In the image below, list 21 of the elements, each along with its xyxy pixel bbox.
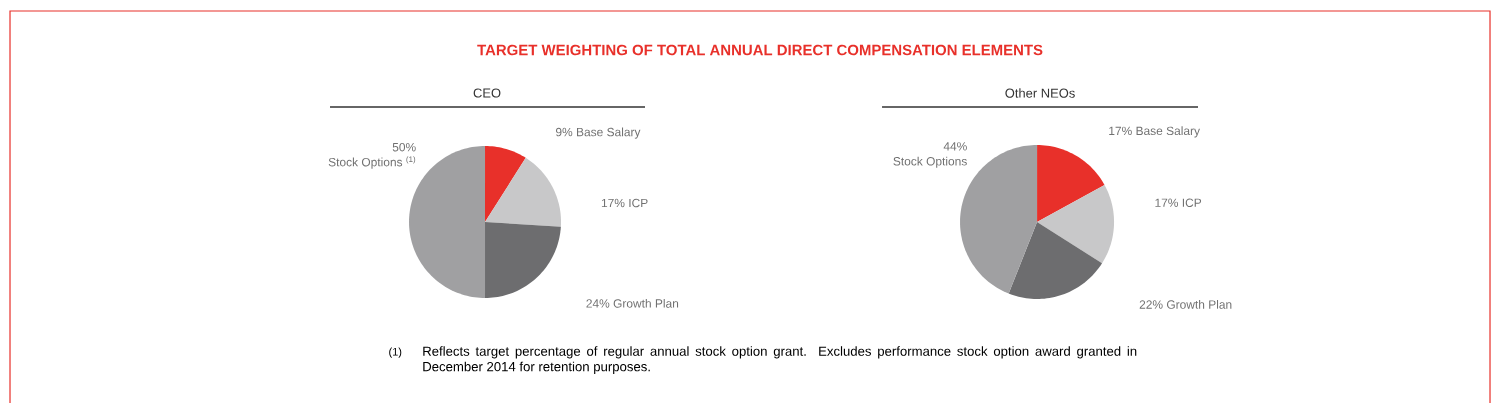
data-label: 22% [1139, 300, 1163, 309]
data-label: 17% [601, 198, 625, 208]
data-label: 44% [943, 142, 967, 151]
slice-label: Stock Options $^{(1)}$ [328, 156, 416, 169]
data-label: 9% [555, 127, 573, 137]
slice-label: Stock Options [893, 156, 967, 168]
data-label: 50% [392, 142, 416, 152]
text: Reflects target percentage of regular annual stock option grant. Excludes performance stock option award granted in December 2014 for retention purposes. [423, 346, 1137, 374]
slice-label: Growth Plan [613, 298, 679, 308]
data-label: 24% [586, 299, 610, 308]
text: TARGET WEIGHTING OF TOTAL ANNUAL DIRECT COMPENSATION ELEMENTS [477, 44, 1043, 56]
slice-label: ICP [1182, 198, 1202, 207]
text: (1) [389, 347, 402, 358]
chart-subtitle: Other NEOs [1005, 88, 1075, 98]
slice-label: Growth Plan [1166, 300, 1232, 309]
slice-label: Base Salary [1136, 126, 1200, 138]
chart-subtitle: CEO [473, 88, 501, 98]
slice-label: ICP [629, 198, 648, 208]
data-label: 17% [1155, 198, 1179, 207]
data-label: 17% [1109, 126, 1132, 136]
slice-label: Base Salary [577, 127, 641, 139]
